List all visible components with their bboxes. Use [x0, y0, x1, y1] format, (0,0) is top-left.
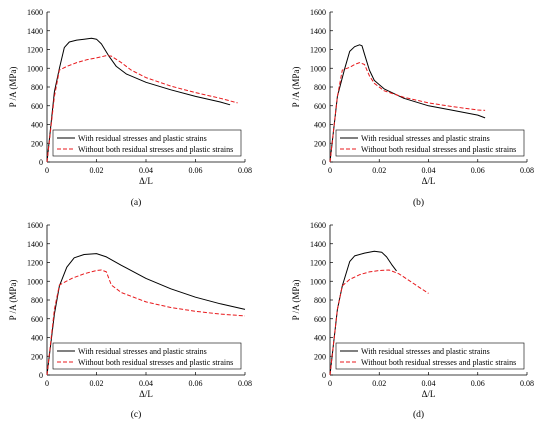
legend-entry: With residual stresses and plastic strai…	[361, 134, 490, 143]
x-axis-label: Δ/L	[422, 389, 436, 399]
y-tick-label: 0	[39, 371, 43, 380]
y-tick-label: 800	[31, 296, 43, 305]
x-tick-label: 0.04	[139, 379, 153, 388]
y-tick-label: 1400	[27, 27, 43, 36]
x-tick-label: 0.08	[238, 379, 252, 388]
legend-entry: With residual stresses and plastic strai…	[78, 347, 207, 356]
x-tick-label: 0.06	[189, 379, 203, 388]
x-tick-label: 0	[45, 166, 49, 175]
legend-entry: Without both residual stresses and plast…	[78, 145, 233, 154]
x-axis-label: Δ/L	[139, 389, 153, 399]
y-tick-label: 0	[322, 371, 326, 380]
legend-box	[335, 342, 525, 370]
y-tick-label: 0	[39, 158, 43, 167]
x-tick-label: 0.04	[422, 166, 436, 175]
y-tick-label: 600	[314, 315, 326, 324]
x-tick-label: 0.06	[471, 379, 485, 388]
y-tick-label: 200	[314, 352, 326, 361]
legend-box	[335, 129, 525, 157]
x-tick-label: 0.06	[471, 166, 485, 175]
series-without-residual-line	[46, 269, 246, 376]
y-tick-label: 1000	[27, 277, 43, 286]
y-tick-label: 1400	[310, 240, 326, 249]
y-tick-label: 400	[31, 334, 43, 343]
x-tick-label: 0.04	[422, 379, 436, 388]
y-tick-label: 1600	[310, 221, 326, 230]
y-tick-label: 1200	[27, 46, 43, 55]
x-tick-label: 0.02	[372, 379, 386, 388]
y-tick-label: 1600	[310, 8, 326, 17]
y-tick-label: 200	[31, 139, 43, 148]
y-tick-label: 1000	[310, 277, 326, 286]
series-without-residual-line	[329, 62, 486, 163]
panel-caption: (a)	[131, 197, 142, 208]
y-axis-label: P /A (MPa)	[291, 67, 301, 108]
y-axis-label: P /A (MPa)	[8, 280, 18, 321]
x-tick-label: 0.08	[238, 166, 252, 175]
y-tick-label: 200	[31, 352, 43, 361]
legend-entry: Without both residual stresses and plast…	[361, 145, 516, 154]
y-tick-label: 200	[314, 139, 326, 148]
series-with-residual-line	[329, 44, 486, 163]
y-tick-label: 1600	[27, 8, 43, 17]
x-tick-label: 0.02	[90, 166, 104, 175]
panel-caption: (d)	[413, 409, 424, 420]
x-axis-label: Δ/L	[139, 176, 153, 186]
y-tick-label: 600	[31, 315, 43, 324]
y-tick-label: 1000	[310, 64, 326, 73]
panel-caption: (c)	[131, 409, 142, 420]
panel-caption: (b)	[413, 197, 424, 208]
x-axis-label: Δ/L	[422, 176, 436, 186]
chart-panel-b: 0 200 400 600 800 1000 1200 1400 1600 0 0.02 0.04 0.…	[291, 8, 534, 208]
series-with-residual-line	[46, 37, 231, 163]
x-tick-label: 0	[328, 379, 332, 388]
chart-panel-a: 0 200 400 600 800 1000 1200 1400 1600 0 0.02 0.04 0.…	[8, 8, 252, 208]
y-tick-label: 600	[31, 102, 43, 111]
chart-panel-c: 0 200 400 600 800 1000 1200 1400 1600 0 0.02 0.04 0.…	[8, 221, 252, 420]
y-tick-label: 1600	[27, 221, 43, 230]
chart-panel-d: 0 200 400 600 800 1000 1200 1400 1600 0 0.02 0.04 0.…	[291, 221, 534, 420]
x-tick-label: 0.08	[520, 379, 534, 388]
x-tick-label: 0.02	[372, 166, 386, 175]
series-with-residual-line	[46, 253, 246, 376]
y-tick-label: 0	[322, 158, 326, 167]
y-tick-label: 800	[31, 83, 43, 92]
y-tick-label: 800	[314, 296, 326, 305]
y-axis-label: P /A (MPa)	[8, 67, 18, 108]
legend-entry: Without both residual stresses and plast…	[78, 358, 233, 367]
y-tick-label: 400	[31, 121, 43, 130]
y-tick-label: 1400	[27, 240, 43, 249]
y-tick-label: 1000	[27, 64, 43, 73]
legend-entry: With residual stresses and plastic strai…	[361, 347, 490, 356]
y-tick-label: 600	[314, 102, 326, 111]
y-axis-label: P /A (MPa)	[291, 280, 301, 321]
x-tick-label: 0.06	[189, 166, 203, 175]
legend-box	[52, 342, 242, 370]
x-tick-label: 0.02	[90, 379, 104, 388]
legend-entry: Without both residual stresses and plast…	[361, 358, 516, 367]
y-tick-label: 400	[314, 121, 326, 130]
x-tick-label: 0.04	[139, 166, 153, 175]
legend-entry: With residual stresses and plastic strai…	[78, 134, 207, 143]
y-tick-label: 800	[314, 83, 326, 92]
x-tick-label: 0	[45, 379, 49, 388]
series-with-residual-line	[329, 250, 397, 376]
y-tick-label: 1200	[27, 259, 43, 268]
y-tick-label: 1200	[310, 259, 326, 268]
legend-box	[52, 129, 242, 157]
y-tick-label: 400	[314, 334, 326, 343]
series-without-residual-line	[46, 55, 238, 163]
y-tick-label: 1200	[310, 46, 326, 55]
y-tick-label: 1400	[310, 27, 326, 36]
series-without-residual-line	[329, 269, 429, 376]
x-tick-label: 0	[328, 166, 332, 175]
x-tick-label: 0.08	[520, 166, 534, 175]
